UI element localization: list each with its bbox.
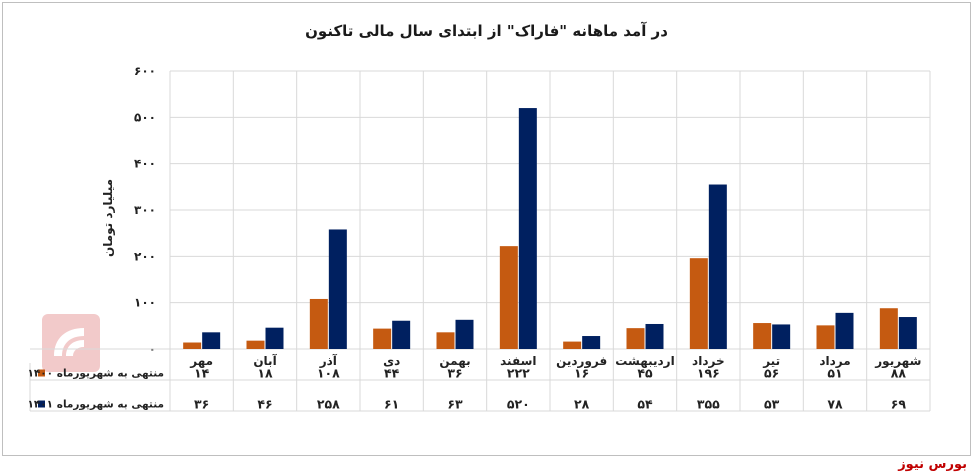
data-label: ۱۸ bbox=[257, 366, 273, 381]
data-label: ۲۵۸ bbox=[317, 397, 340, 412]
data-label: ۴۴ bbox=[384, 366, 400, 381]
bar bbox=[582, 336, 601, 349]
data-label: ۴۶ bbox=[257, 397, 272, 412]
x-tick-label: خرداد bbox=[692, 354, 725, 368]
data-label: ۲۲۲ bbox=[507, 366, 530, 381]
x-tick-label: شهریور bbox=[874, 354, 921, 369]
legend-swatch bbox=[38, 369, 45, 377]
data-label: ۶۹ bbox=[891, 397, 907, 412]
x-tick-label: اردیبهشت bbox=[615, 354, 674, 368]
bar bbox=[645, 323, 664, 349]
legend-swatch bbox=[38, 400, 45, 408]
legend-entry: منتهی به شهریورماه ۱۴۰۰ bbox=[27, 368, 164, 380]
bar bbox=[816, 325, 835, 349]
bar bbox=[328, 229, 347, 349]
data-label: ۷۸ bbox=[827, 397, 843, 412]
x-tick-label: آبان bbox=[253, 353, 277, 368]
data-label: ۳۶ bbox=[447, 366, 462, 381]
data-label: ۴۵ bbox=[637, 366, 653, 381]
bar bbox=[309, 298, 328, 349]
x-tick-label: دی bbox=[383, 354, 400, 368]
bar bbox=[518, 108, 537, 349]
y-tick-label: ۲۰۰ bbox=[134, 249, 156, 263]
bar bbox=[499, 246, 518, 349]
x-tick-label: مرداد bbox=[819, 354, 850, 368]
x-tick-label: تیر bbox=[762, 354, 780, 368]
data-label: ۳۵۵ bbox=[697, 397, 720, 412]
data-label: ۱۹۶ bbox=[697, 366, 720, 381]
data-label: ۱۴ bbox=[194, 366, 210, 381]
bar bbox=[563, 341, 582, 349]
y-tick-label: ۶۰۰ bbox=[134, 64, 156, 78]
x-tick-label: مهر bbox=[189, 354, 213, 368]
bar bbox=[202, 332, 221, 349]
data-label: ۵۱ bbox=[827, 366, 842, 381]
legend-entry: منتهی به شهریورماه ۱۴۰۱ bbox=[27, 399, 164, 411]
bar bbox=[772, 324, 791, 349]
y-tick-label: ۴۰۰ bbox=[134, 157, 156, 171]
data-label: ۵۶ bbox=[764, 366, 779, 381]
data-label: ۶۱ bbox=[384, 397, 399, 412]
bar bbox=[879, 308, 898, 349]
bar bbox=[455, 319, 474, 349]
bar bbox=[753, 323, 772, 349]
y-tick-label: ۳۰۰ bbox=[134, 203, 156, 217]
y-tick-label: ۱۰۰ bbox=[134, 296, 156, 310]
data-label: ۲۸ bbox=[574, 397, 590, 412]
bar bbox=[436, 332, 455, 349]
bar bbox=[898, 317, 917, 349]
data-label: ۸۸ bbox=[891, 366, 907, 381]
bar bbox=[392, 320, 411, 349]
chart-title: در آمد ماهانه "فاراک" از ابتدای سال مالی… bbox=[305, 22, 668, 40]
bar bbox=[246, 340, 265, 349]
x-tick-label: آذر bbox=[319, 353, 338, 368]
data-label: ۵۲۰ bbox=[507, 397, 530, 412]
bar bbox=[835, 312, 854, 349]
bar bbox=[708, 184, 727, 349]
brand-label: بورس نیوز bbox=[898, 457, 967, 472]
bar bbox=[265, 327, 284, 349]
x-tick-label: فروردین bbox=[556, 354, 607, 369]
data-label: ۵۳ bbox=[764, 397, 780, 412]
x-tick-label: اسفند bbox=[500, 354, 536, 368]
bar bbox=[689, 258, 708, 349]
data-label: ۶۳ bbox=[447, 397, 463, 412]
bar bbox=[626, 328, 645, 349]
bar bbox=[183, 342, 202, 349]
data-label: ۱۰۸ bbox=[317, 366, 340, 381]
data-label: ۳۶ bbox=[194, 397, 209, 412]
y-tick-label: ۵۰۰ bbox=[134, 110, 156, 124]
x-tick-label: بهمن bbox=[439, 354, 470, 368]
data-label: ۵۴ bbox=[637, 397, 653, 412]
data-label: ۱۶ bbox=[574, 366, 589, 381]
bar bbox=[373, 328, 392, 349]
